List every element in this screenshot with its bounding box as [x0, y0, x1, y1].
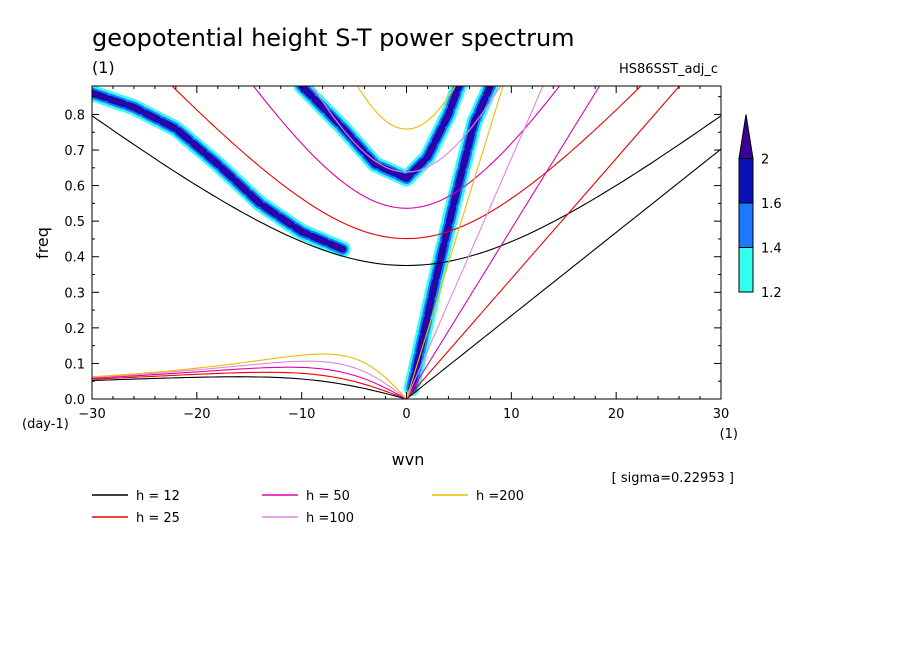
kelvin-curve: [405, 86, 544, 399]
legend-label: h =200: [476, 489, 524, 504]
colorbar-segment: [738, 202, 754, 248]
y-tick-label: 0.0: [64, 393, 85, 408]
axis-ticks: −30 −20 −10 0 10 20 30 0.0 0.1 0.2 0.3 0.4 0.5 0.6 0.7…: [64, 86, 729, 422]
x-tick-label: −20: [183, 407, 210, 422]
rossby-band: [92, 91, 346, 252]
sigma-note: [ sigma=0.22953 ]: [612, 471, 734, 486]
kelvin-curve: [405, 86, 504, 399]
inertia-gravity-band: [300, 86, 461, 180]
chart-title: geopotential height S-T power spectrum: [92, 24, 575, 52]
rossby-curve: [92, 360, 407, 399]
x-tick-label: 30: [713, 407, 730, 422]
inertia-gravity-curve: [252, 86, 561, 209]
colorbar-label: 1.6: [761, 197, 782, 212]
y-tick-label: 0.3: [64, 286, 85, 301]
inertia-gravity-curve: [356, 86, 457, 130]
y-tick-label: 0.7: [64, 144, 85, 159]
rossby-curve: [92, 376, 407, 399]
y-tick-label: 0.6: [64, 180, 85, 195]
x-axis-label: wvn: [392, 450, 425, 469]
y-tick-label: 0.5: [64, 215, 85, 230]
rossby-curve: [92, 353, 407, 399]
colorbar-label: 1.2: [761, 286, 782, 301]
kelvin-curve: [406, 86, 681, 399]
y-tick-label: 0.4: [64, 251, 85, 266]
inertia-gravity-curve: [311, 86, 502, 173]
unit-top-left: (1): [92, 58, 115, 77]
legend-label: h = 25: [136, 511, 180, 526]
rossby-curve: [92, 371, 407, 399]
x-tick-label: 0: [402, 407, 410, 422]
legend-label: h =100: [306, 511, 354, 526]
y-tick-label: 0.1: [64, 357, 85, 372]
x-tick-label: 20: [608, 407, 625, 422]
colorbar-label: 2: [761, 153, 769, 168]
colorbar: 1.2 1.4 1.6 2: [738, 114, 782, 301]
spectral-power-contours: [92, 86, 499, 397]
y-axis-label: freq: [33, 227, 52, 259]
x-tick-label: −30: [78, 407, 105, 422]
colorbar-label: 1.4: [761, 242, 782, 257]
y-tick-label: 0.2: [64, 322, 85, 337]
kelvin-curve: [406, 86, 601, 399]
y-axis-unit: (day-1): [22, 417, 69, 432]
inertia-gravity-curve: [171, 86, 642, 240]
colorbar-segment: [738, 158, 754, 204]
x-tick-label: 10: [503, 407, 520, 422]
legend-label: h = 12: [136, 489, 180, 504]
colorbar-arrow: [738, 114, 754, 159]
kelvin-curve: [406, 148, 721, 399]
dataset-label: HS86SST_adj_c: [619, 62, 718, 77]
inertia-gravity-curve: [92, 115, 721, 267]
legend: h = 12 h = 25 h = 50 h =100 h =200: [92, 489, 524, 526]
x-tick-label: −10: [288, 407, 315, 422]
colorbar-segment: [738, 247, 754, 293]
y-tick-label: 0.8: [64, 108, 85, 123]
legend-label: h = 50: [306, 489, 350, 504]
kelvin-band: [410, 86, 492, 390]
dispersion-curves: [92, 86, 721, 399]
x-axis-unit: (1): [720, 427, 738, 442]
rossby-curve: [92, 366, 407, 399]
